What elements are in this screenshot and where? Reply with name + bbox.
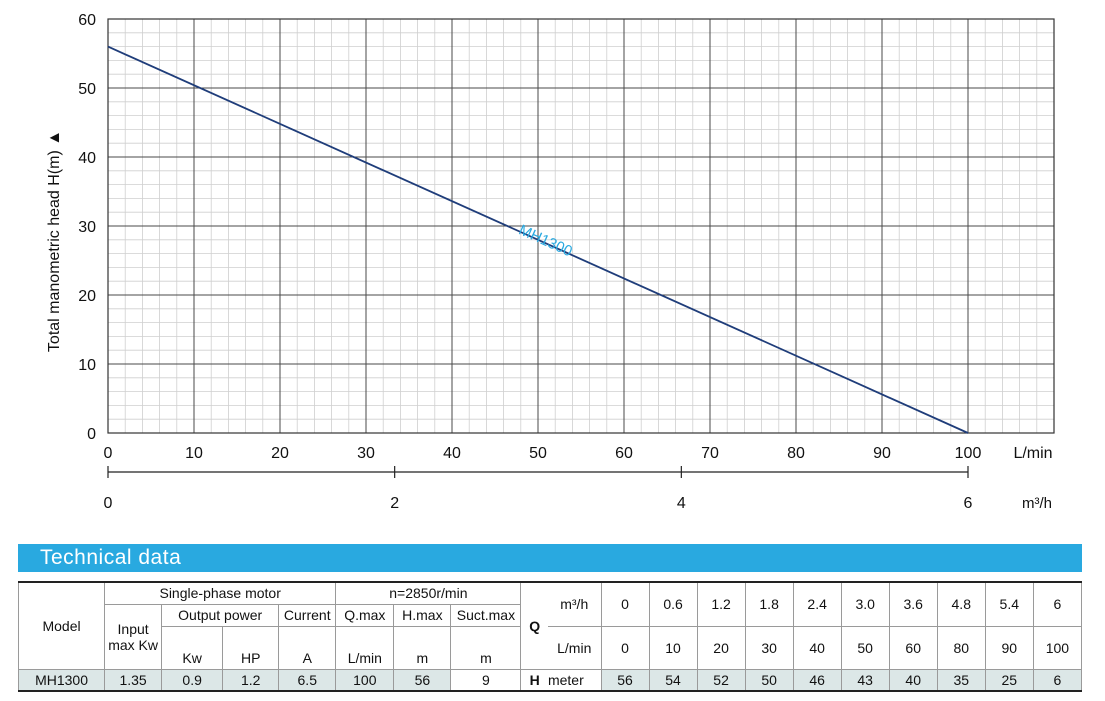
q-lmin-3: 30: [744, 625, 794, 670]
h-value-4: 46: [792, 668, 842, 691]
q-lmin-6: 60: [888, 625, 938, 670]
q-m3h-7: 4.8: [936, 581, 986, 627]
q-lmin-4: 40: [792, 625, 842, 670]
unit-hp: HP: [222, 625, 280, 670]
row-current: 6.5: [278, 668, 337, 691]
y-tick-label: 40: [78, 150, 96, 167]
y-tick-label: 30: [78, 219, 96, 236]
technical-data-title: Technical data: [40, 546, 182, 569]
y-tick-label: 0: [87, 426, 96, 443]
x2-tick-label: 6: [964, 495, 973, 512]
x-tick-label: 60: [615, 445, 633, 462]
x2-tick-label: 4: [677, 495, 686, 512]
unit-m: m: [393, 625, 452, 670]
q-unit-lmin: L/min: [547, 625, 602, 670]
row-output-kw: 0.9: [161, 668, 224, 691]
unit-a: A: [278, 625, 337, 670]
y-axis-label: Total manometric head H(m) ▲: [46, 130, 63, 352]
h-value-8: 25: [984, 668, 1034, 691]
h-value-5: 43: [840, 668, 890, 691]
row-input-kw: 1.35: [104, 668, 163, 691]
y-tick-label: 50: [78, 81, 96, 98]
q-m3h-5: 3.0: [840, 581, 890, 627]
hmax-header: H.max: [393, 603, 452, 627]
h-unit: meter: [547, 668, 602, 691]
q-lmin-5: 50: [840, 625, 890, 670]
row-suct: 9: [450, 668, 522, 691]
x-tick-label: 90: [873, 445, 891, 462]
x2-axis-label: m³/h: [1022, 495, 1052, 512]
x-axis-label: L/min: [1013, 445, 1052, 462]
h-value-7: 35: [936, 668, 986, 691]
h-value-0: 56: [600, 668, 650, 691]
x-tick-label: 50: [529, 445, 547, 462]
series-label-mh1300: MH1300: [516, 222, 575, 261]
row-output-hp: 1.2: [222, 668, 280, 691]
unit-m-suct: m: [450, 625, 522, 670]
x2-tick-label: 2: [390, 495, 399, 512]
q-m3h-8: 5.4: [984, 581, 1034, 627]
q-m3h-3: 1.8: [744, 581, 794, 627]
y-tick-label: 60: [78, 12, 96, 29]
h-label: H: [520, 668, 548, 691]
q-m3h-1: 0.6: [648, 581, 698, 627]
x-tick-label: 10: [185, 445, 203, 462]
h-value-9: 6: [1032, 668, 1083, 691]
q-lmin-8: 90: [984, 625, 1034, 670]
q-lmin-2: 20: [696, 625, 746, 670]
x-tick-label: 0: [104, 445, 113, 462]
h-value-6: 40: [888, 668, 938, 691]
output-header: Output power: [161, 603, 280, 627]
qmax-header: Q.max: [335, 603, 395, 627]
h-value-3: 50: [744, 668, 794, 691]
q-lmin-1: 10: [648, 625, 698, 670]
q-lmin-9: 100: [1032, 625, 1083, 670]
q-m3h-6: 3.6: [888, 581, 938, 627]
x-tick-label: 20: [271, 445, 289, 462]
unit-kw: Kw: [161, 625, 224, 670]
speed-header: n=2850r/min: [335, 581, 522, 605]
q-label: Q: [520, 581, 548, 670]
x-tick-label: 70: [701, 445, 719, 462]
motor-header: Single-phase motor: [104, 581, 337, 605]
q-m3h-2: 1.2: [696, 581, 746, 627]
plot-frame: [107, 18, 1055, 434]
h-value-2: 52: [696, 668, 746, 691]
row-model: MH1300: [17, 668, 106, 691]
x-tick-label: 30: [357, 445, 375, 462]
series-line-mh1300: [107, 45, 969, 434]
q-unit-m3h: m³/h: [547, 581, 602, 627]
x-tick-label: 100: [955, 445, 982, 462]
x2-tick-label: 0: [104, 495, 113, 512]
unit-lmin: L/min: [335, 625, 395, 670]
input-header: Input max Kw: [104, 603, 163, 670]
model-header: Model: [17, 581, 106, 670]
q-m3h-9: 6: [1032, 581, 1083, 627]
row-hmax: 56: [393, 668, 452, 691]
chart-grid: [107, 18, 1055, 434]
x-tick-label: 40: [443, 445, 461, 462]
q-m3h-4: 2.4: [792, 581, 842, 627]
technical-data-header: Technical data: [18, 544, 1082, 572]
q-m3h-0: 0: [600, 581, 650, 627]
x-tick-label: 80: [787, 445, 805, 462]
y-tick-label: 20: [78, 288, 96, 305]
suct-header: Suct.max: [450, 603, 522, 627]
technical-data-table: Model Single-phase motor n=2850r/min Q m…: [17, 581, 1083, 692]
current-header: Current: [278, 603, 337, 627]
row-qmax: 100: [335, 668, 395, 691]
h-value-1: 54: [648, 668, 698, 691]
y-tick-label: 10: [78, 357, 96, 374]
q-lmin-0: 0: [600, 625, 650, 670]
q-lmin-7: 80: [936, 625, 986, 670]
